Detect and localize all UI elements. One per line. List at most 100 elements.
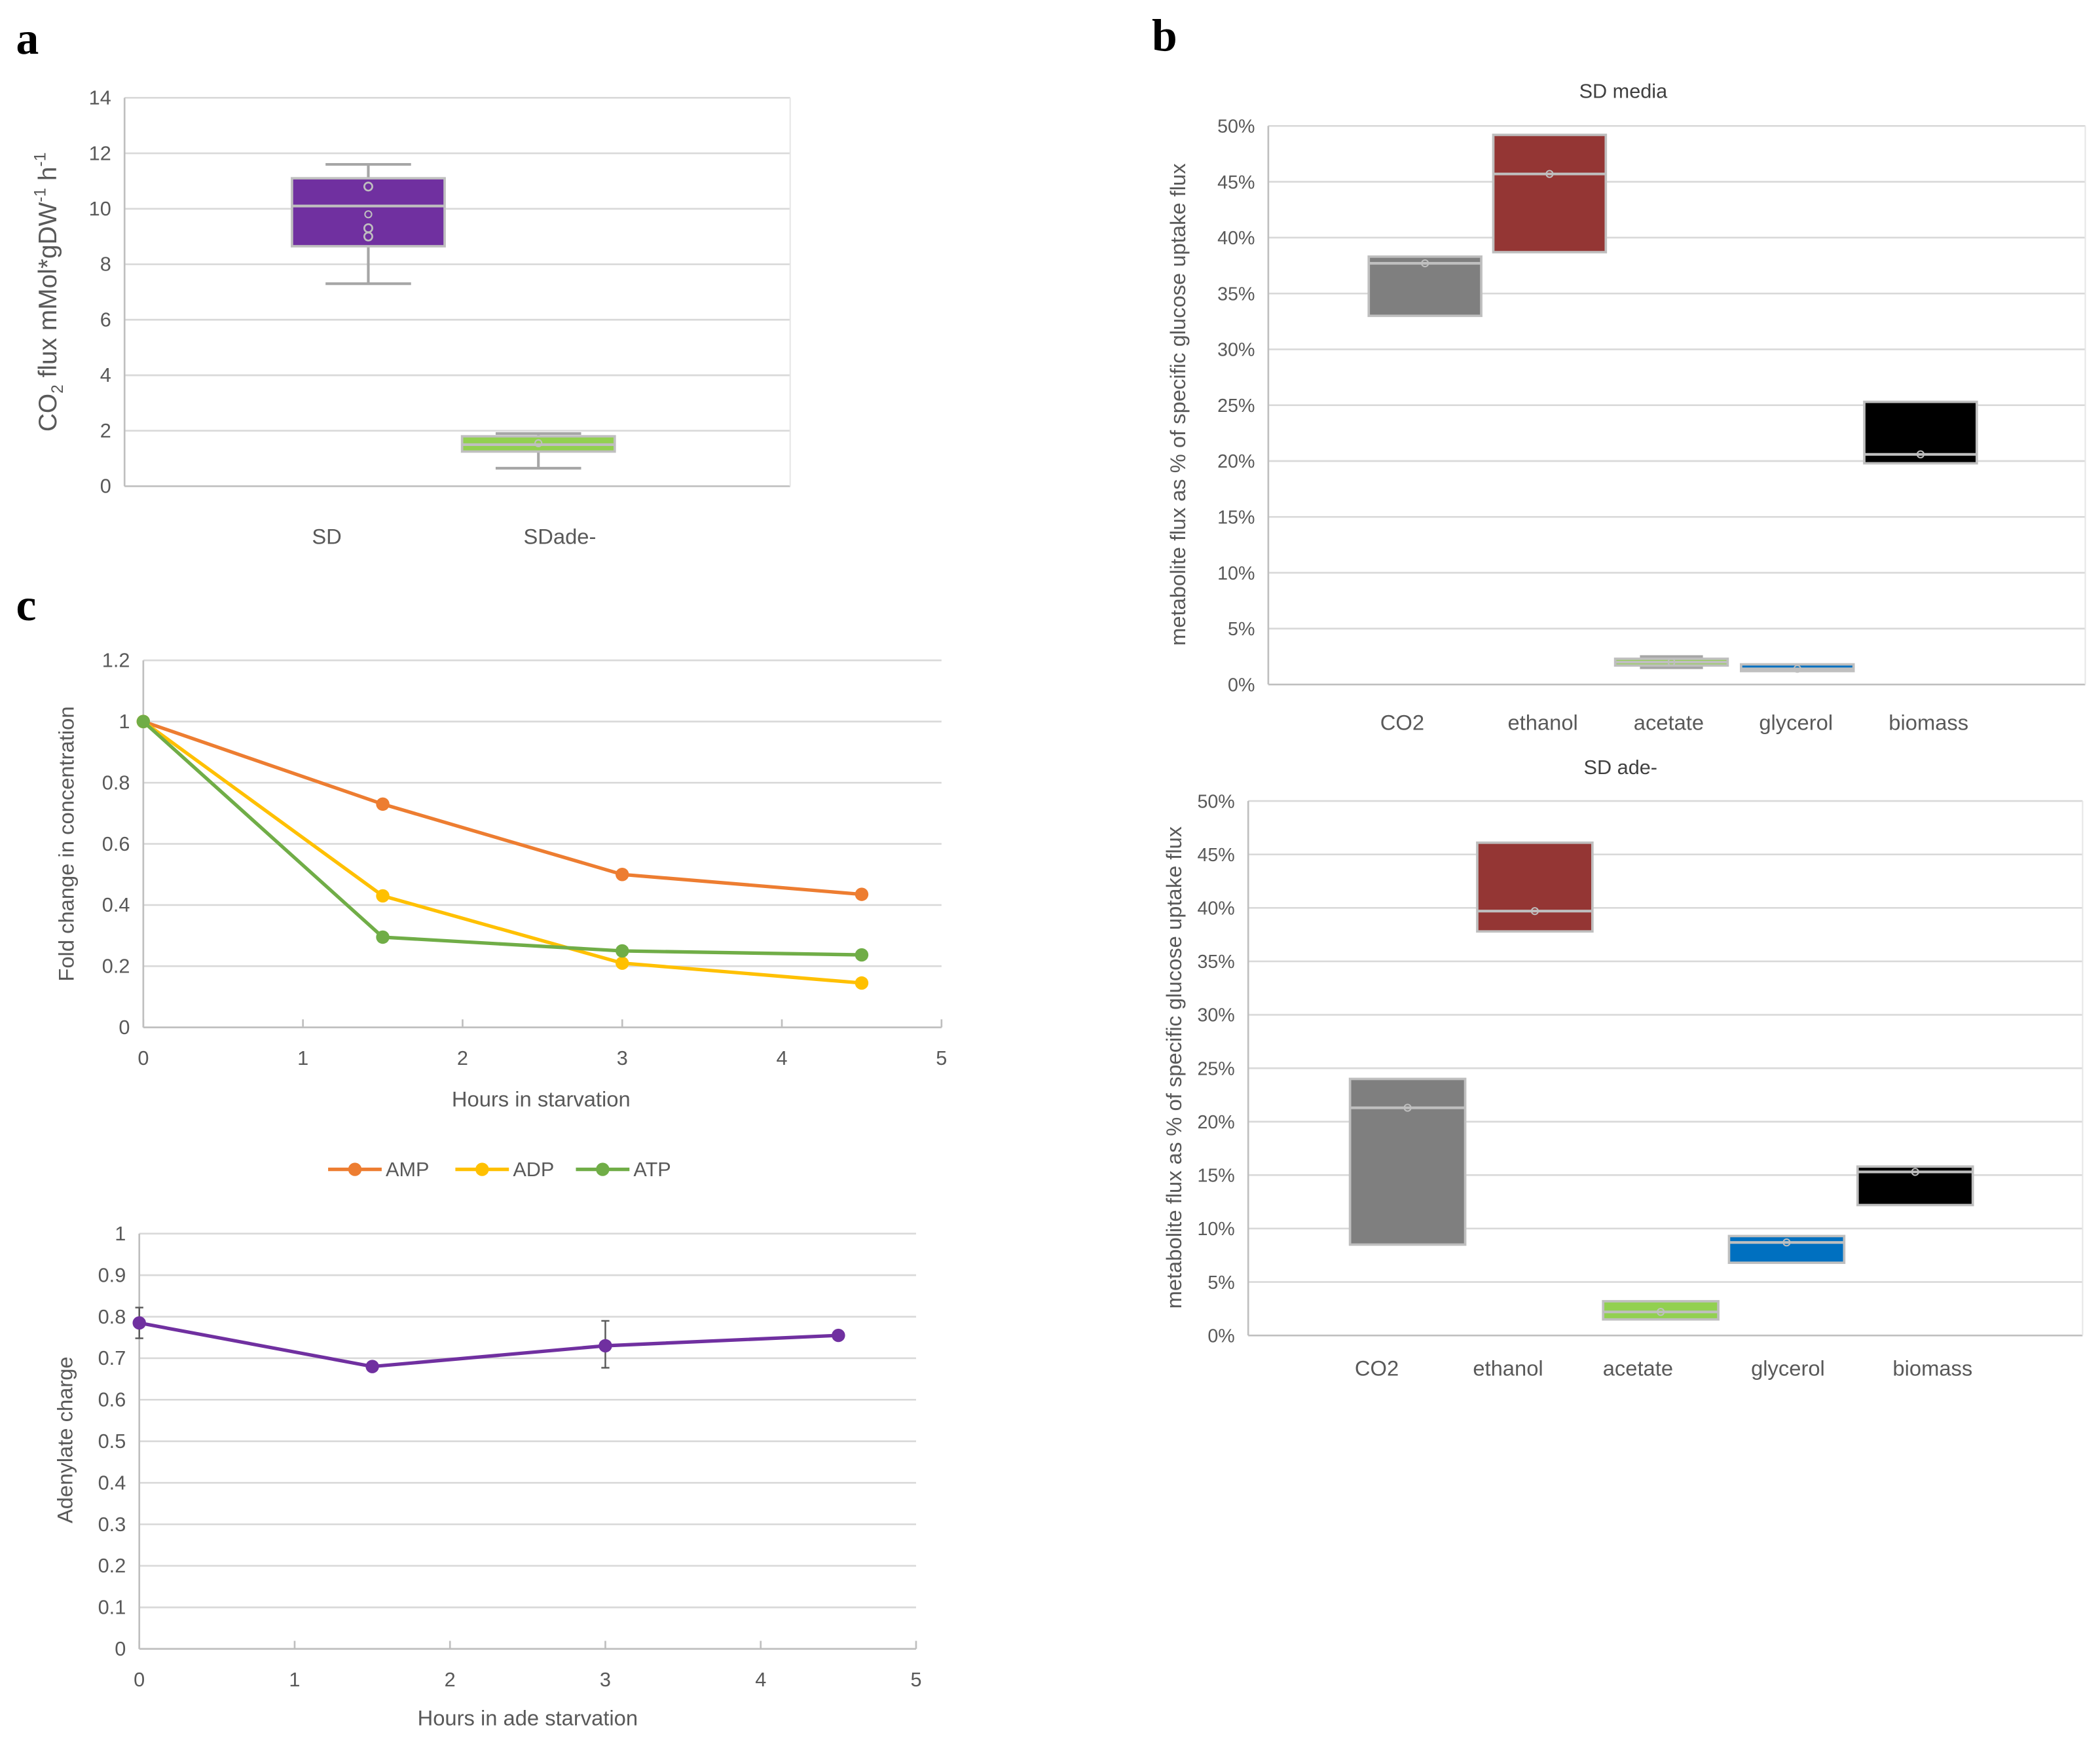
x-tick-label: 5 xyxy=(936,1047,947,1069)
y-tick-label: 10% xyxy=(1217,563,1255,584)
chart-title: SD media xyxy=(1579,80,1668,102)
data-point-ADP xyxy=(616,956,629,970)
data-point-ATP xyxy=(376,930,390,944)
y-tick-label: 1 xyxy=(115,1223,126,1245)
y-tick-label: 0 xyxy=(119,1016,130,1039)
y-axis-label: metabolite flux as % of specific glucose… xyxy=(1162,826,1186,1308)
mean-marker xyxy=(1782,1238,1791,1247)
chart-b-sd-ade: 0% 5% 10% 15% 20% 25% 30% 35% 40% 45% 50% CO2 ethano… xyxy=(1162,756,2084,1381)
legend-label: ADP xyxy=(513,1159,554,1181)
chart-title: SD ade- xyxy=(1584,756,1657,779)
mean-marker xyxy=(1667,658,1676,667)
y-axis-label: Adenylate charge xyxy=(52,1356,77,1523)
mean-marker xyxy=(534,439,543,447)
y-axis-label: CO2 flux mMol*gDW-1 h-1 xyxy=(32,153,67,432)
mean-marker xyxy=(1793,665,1801,673)
box-CO2 xyxy=(1367,255,1483,318)
x-category-label: ethanol xyxy=(1507,711,1577,735)
y-tick-label: 20% xyxy=(1197,1112,1234,1133)
y-tick-label: 14 xyxy=(89,87,111,109)
data-point-AMP xyxy=(376,797,390,811)
y-tick-label: 5% xyxy=(1207,1272,1234,1293)
y-tick-label: 35% xyxy=(1217,284,1255,305)
data-point-Adenylate charge xyxy=(365,1360,379,1373)
mean-marker xyxy=(1421,259,1429,268)
y-tick-label: 0.4 xyxy=(98,1472,126,1494)
x-category-label: ethanol xyxy=(1473,1356,1543,1381)
box-glycerol xyxy=(1727,1234,1846,1265)
panel-label-a: a xyxy=(16,14,39,64)
mean-marker xyxy=(1403,1104,1412,1112)
x-tick-label: 1 xyxy=(297,1047,308,1069)
x-tick-label: 4 xyxy=(777,1047,788,1069)
y-tick-label: 1.2 xyxy=(102,650,130,672)
y-axis-label-part: h xyxy=(34,166,62,187)
x-tick-label: 5 xyxy=(910,1669,921,1691)
y-tick-label: 0.2 xyxy=(98,1555,126,1577)
y-tick-label: 20% xyxy=(1217,451,1255,472)
y-tick-label: 0.8 xyxy=(102,771,130,794)
mean-marker xyxy=(1657,1308,1665,1316)
y-tick-label: 30% xyxy=(1197,1005,1234,1026)
panel-label-c: c xyxy=(16,580,37,631)
box-ethanol xyxy=(1492,134,1608,253)
data-point-Adenylate charge xyxy=(832,1328,845,1343)
y-tick-label: 35% xyxy=(1197,952,1234,973)
data-point-Adenylate charge xyxy=(599,1339,612,1353)
y-tick-label: 0.3 xyxy=(98,1513,126,1536)
y-tick-label: 40% xyxy=(1217,228,1255,249)
x-tick-label: 3 xyxy=(600,1669,611,1691)
y-tick-label: 0.2 xyxy=(102,955,130,978)
box-acetate xyxy=(1602,1300,1720,1321)
y-tick-label: 0.5 xyxy=(98,1430,126,1453)
y-tick-label: 45% xyxy=(1217,172,1255,193)
y-tick-label: 45% xyxy=(1197,845,1234,866)
x-category-label: acetate xyxy=(1634,711,1704,735)
mean-marker xyxy=(1911,1168,1919,1176)
y-tick-label: 0.1 xyxy=(98,1597,126,1619)
x-axis-label: Hours in starvation xyxy=(452,1086,631,1111)
y-tick-label: 0 xyxy=(100,475,111,498)
y-tick-label: 50% xyxy=(1197,791,1234,812)
y-tick-label: 1 xyxy=(119,711,130,733)
x-tick-label: 2 xyxy=(445,1669,456,1691)
data-point-ATP xyxy=(855,948,869,962)
legend-marker-ATP xyxy=(596,1162,610,1176)
x-category-label: glycerol xyxy=(1751,1356,1825,1381)
y-tick-label: 2 xyxy=(100,420,111,442)
data-point-AMP xyxy=(855,887,869,901)
y-tick-label: 15% xyxy=(1197,1166,1234,1187)
y-tick-label: 0.9 xyxy=(98,1264,126,1286)
data-point-Adenylate charge xyxy=(132,1316,146,1330)
y-tick-label: 25% xyxy=(1217,396,1255,417)
data-point xyxy=(363,231,373,242)
y-tick-label: 0.6 xyxy=(102,833,130,855)
mean-marker xyxy=(1545,170,1554,178)
y-axis-label-part: -1 xyxy=(32,188,50,202)
chart-b-sd-media: 0% 5% 10% 15% 20% 25% 30% 35% 40% 45% 50% CO2 ethano… xyxy=(1166,80,2086,735)
y-tick-label: 50% xyxy=(1217,117,1255,138)
y-tick-label: 0.4 xyxy=(102,894,130,916)
y-tick-label: 6 xyxy=(100,308,111,331)
x-category-label: SDade- xyxy=(523,524,596,548)
y-tick-label: 15% xyxy=(1217,508,1255,529)
y-tick-label: 10 xyxy=(89,198,111,220)
y-tick-label: 5% xyxy=(1228,619,1255,640)
x-category-label: biomass xyxy=(1888,711,1968,735)
series-line-Adenylate charge xyxy=(139,1321,839,1369)
y-tick-label: 10% xyxy=(1197,1219,1234,1240)
y-axis-label-part: -1 xyxy=(32,153,50,167)
y-axis-label-part: 2 xyxy=(49,384,67,394)
x-tick-label: 4 xyxy=(755,1669,766,1691)
x-category-label: glycerol xyxy=(1759,711,1833,735)
y-tick-label: 8 xyxy=(100,253,111,276)
y-axis-label-part: flux mMol*gDW xyxy=(34,202,62,384)
y-tick-label: 30% xyxy=(1217,340,1255,361)
y-axis-label-part: CO xyxy=(34,394,62,432)
x-axis-label: Hours in ade starvation xyxy=(418,1705,638,1730)
data-point-ATP xyxy=(136,714,151,728)
y-tick-label: 25% xyxy=(1197,1058,1234,1079)
mean-marker xyxy=(1530,907,1539,916)
